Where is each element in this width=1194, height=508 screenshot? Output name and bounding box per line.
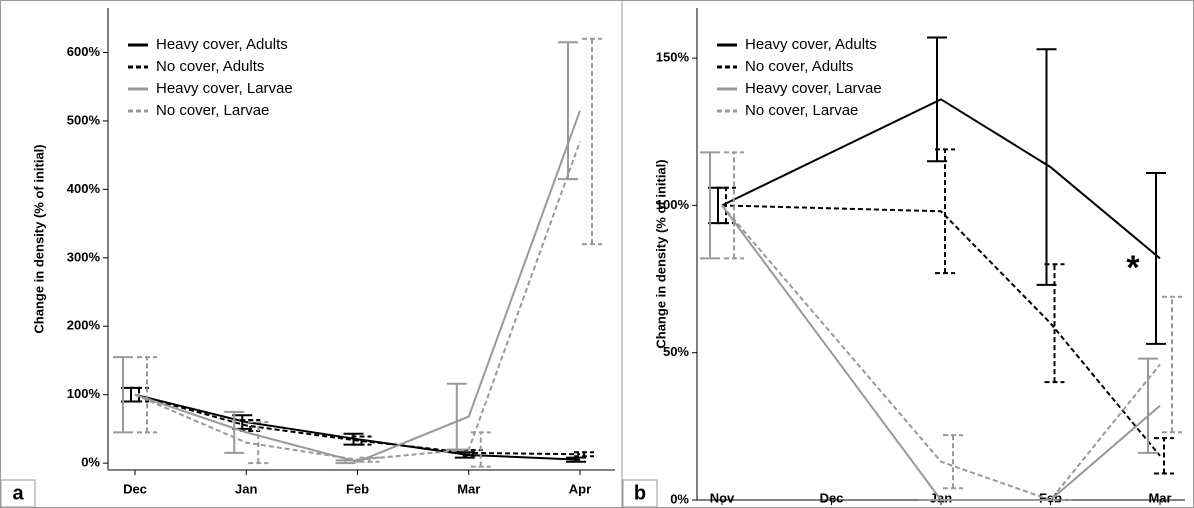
y-tick-label: 0% [670,491,689,506]
x-tick-label: Dec [123,481,147,496]
y-tick-label: 50% [663,344,689,359]
y-tick-label: 300% [67,249,101,264]
error-bar [1146,171,1166,345]
series-line [721,98,1161,260]
series-line [134,141,581,461]
x-tick-label: Nov [710,490,735,505]
error-bar [1162,295,1182,434]
error-bar [129,386,149,403]
legend-label: Heavy cover, Larvae [156,80,293,97]
series-line [134,393,581,461]
legend-label: No cover, Adults [745,58,853,75]
error-bar [113,356,133,434]
error-bar [1044,263,1065,384]
error-bar [248,421,269,465]
error-bar [724,151,744,260]
x-tick-label: Mar [1148,490,1171,505]
series-line [721,204,1161,502]
error-bar [1154,437,1174,475]
error-bar [700,151,720,260]
error-bar [1138,357,1158,454]
x-tick-label: Feb [346,481,369,496]
panel-label: b [634,482,646,504]
legend-label: Heavy cover, Adults [745,36,877,53]
error-bar [716,186,736,225]
y-tick-label: 0% [81,455,100,470]
error-bar [566,456,586,463]
error-bar [224,410,245,454]
annotation: * [1126,249,1140,287]
y-tick-label: 600% [67,44,101,59]
error-bar [1036,48,1057,286]
error-bar [470,431,491,468]
legend-label: Heavy cover, Larvae [745,80,882,97]
error-bar [935,148,955,275]
panel-label-box [0,479,36,508]
y-axis-label: Change in density (% of initial) [653,159,668,348]
panel-label: a [12,482,24,504]
x-tick-label: Jan [930,490,952,505]
x-tick-label: Jan [235,481,257,496]
legend-label: Heavy cover, Adults [156,36,288,53]
x-tick-label: Apr [569,481,591,496]
y-axis-label: Change in density (% of initial) [31,144,46,333]
y-tick-label: 500% [67,112,101,127]
error-bar [137,356,157,434]
y-tick-label: 150% [656,50,690,65]
error-bar [335,459,356,465]
series-line [134,393,581,456]
x-tick-label: Dec [820,490,844,505]
error-bar [582,37,602,246]
x-tick-label: Mar [457,481,480,496]
error-bar [446,382,467,451]
y-tick-label: 200% [67,318,101,333]
panel-label-box [622,479,658,508]
error-bar [558,41,578,181]
series-line [134,110,581,463]
legend-label: No cover, Adults [156,58,264,75]
legend-label: No cover, Larvae [156,102,269,119]
y-tick-label: 100% [656,197,690,212]
series-line [721,204,1161,457]
y-tick-label: 400% [67,181,101,196]
error-bar [351,435,372,446]
error-bar [943,434,963,490]
error-bar [927,36,947,163]
y-tick-label: 100% [67,386,101,401]
error-bar [359,456,380,463]
series-line [721,204,1161,501]
error-bar [574,451,594,458]
legend-label: No cover, Larvae [745,102,858,119]
